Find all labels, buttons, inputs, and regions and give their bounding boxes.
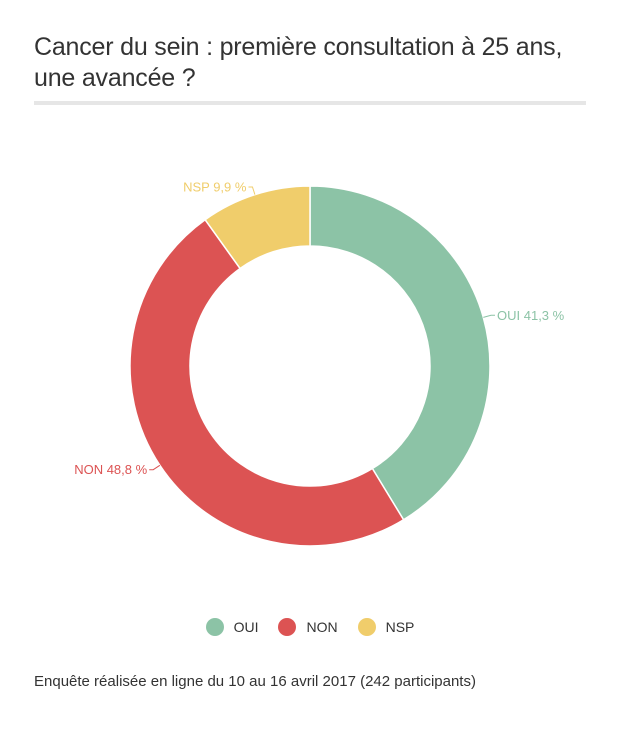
- label-line-nsp: [248, 186, 256, 195]
- legend-label: NSP: [385, 619, 415, 635]
- donut-chart: OUI 41,3 % NON 48,8 % NSP 9,9 %: [74, 180, 565, 547]
- slice-oui: [309, 185, 491, 521]
- legend-label: NON: [306, 619, 338, 635]
- label-line-oui: [483, 314, 496, 318]
- donut-slices: [129, 185, 491, 547]
- slice-non: [129, 218, 405, 547]
- slice-label-oui: OUI 41,3 %: [497, 308, 565, 323]
- legend-item-non[interactable]: NON: [278, 618, 338, 636]
- label-line-non: [149, 464, 161, 471]
- chart-title: Cancer du sein : première consultation à…: [34, 33, 563, 92]
- slice-nsp: [204, 185, 311, 270]
- slice-label-non: NON 48,8 %: [74, 462, 147, 477]
- legend-label: OUI: [233, 619, 259, 635]
- legend-swatch: [278, 618, 297, 636]
- legend-item-nsp[interactable]: NSP: [357, 618, 415, 636]
- slice-labels: OUI 41,3 % NON 48,8 % NSP 9,9 %: [74, 180, 564, 478]
- legend-swatch: [357, 618, 376, 636]
- footnote: Enquête réalisée en ligne du 10 au 16 av…: [34, 673, 476, 690]
- slice-label-lines: [149, 186, 496, 471]
- slice-label-nsp: NSP 9,9 %: [183, 180, 247, 195]
- legend-swatch: [205, 618, 224, 636]
- chart-legend: OUI NON NSP: [0, 618, 620, 636]
- legend-item-oui[interactable]: OUI: [205, 618, 259, 636]
- title-divider: [34, 101, 586, 105]
